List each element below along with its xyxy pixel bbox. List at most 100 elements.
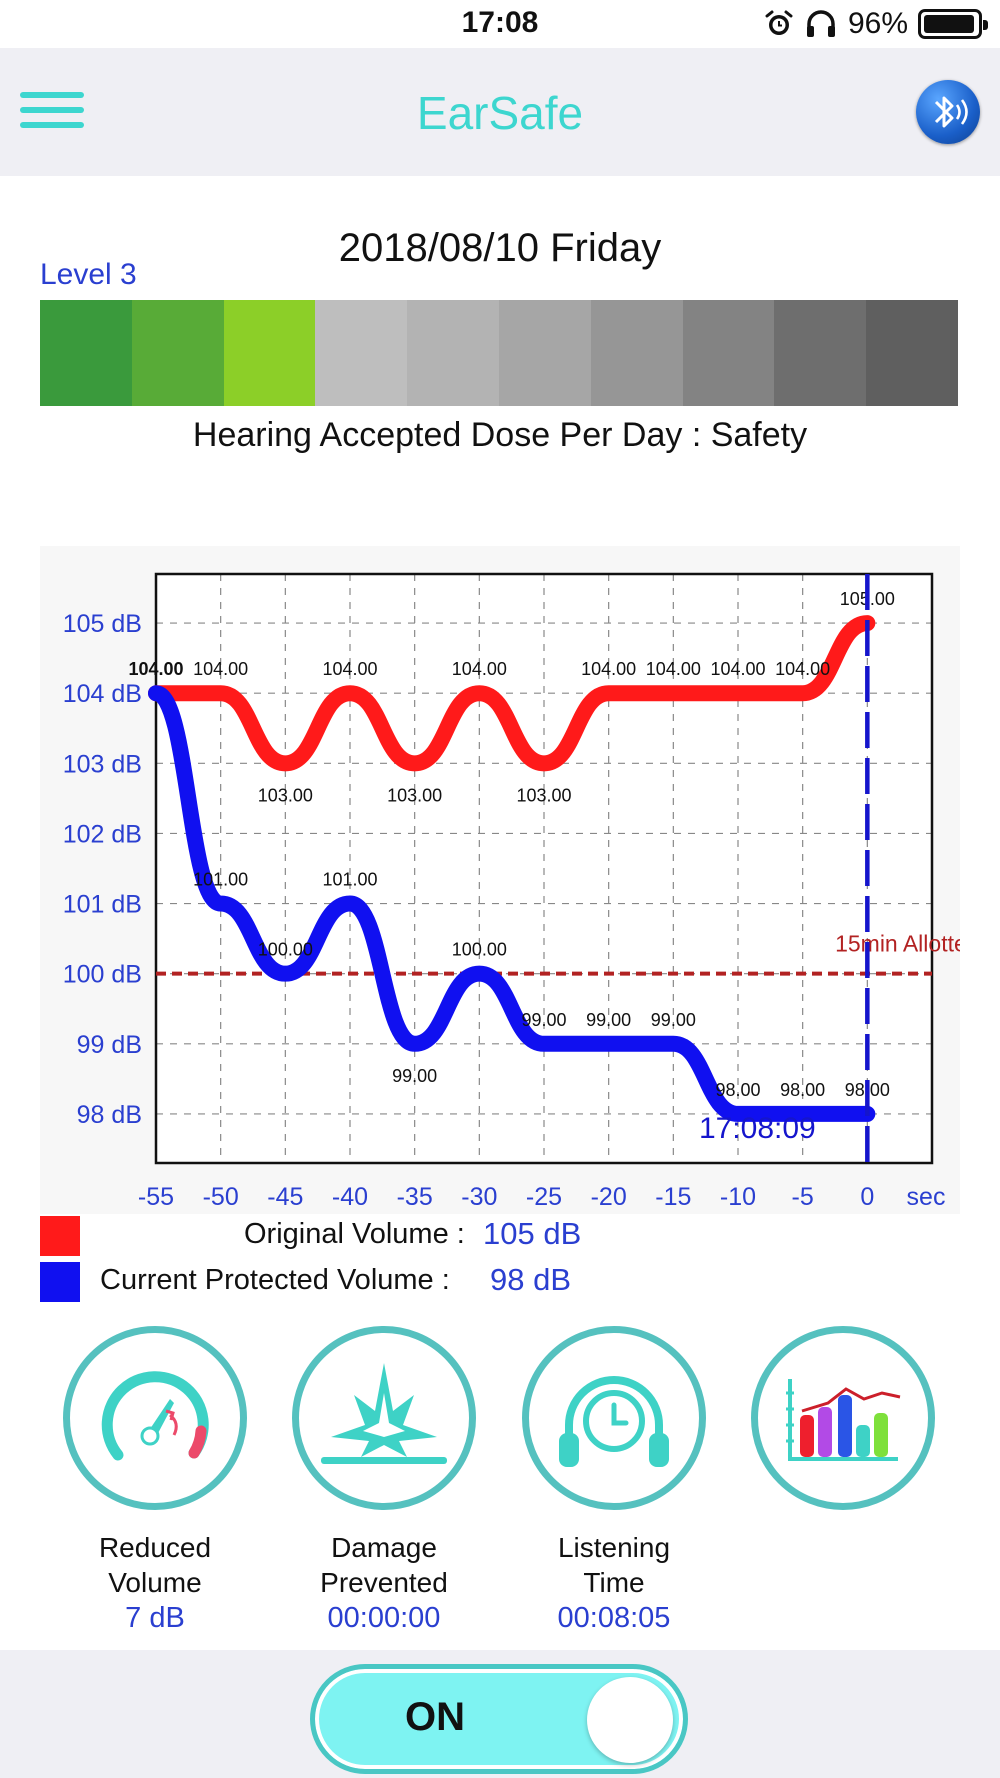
level-segment	[498, 300, 591, 406]
data-label: 100.00	[452, 940, 507, 960]
legend-protected: Current Protected Volume : 98 dB	[40, 1262, 960, 1302]
level-segment	[223, 300, 316, 406]
x-tick-label: -15	[655, 1183, 691, 1211]
bluetooth-button[interactable]	[916, 80, 980, 144]
y-tick-label: 104 dB	[63, 680, 142, 708]
legend-original: Original Volume : 105 dB	[40, 1216, 960, 1256]
data-label: 99.00	[586, 1010, 631, 1030]
y-tick-label: 100 dB	[63, 961, 142, 989]
level-label: Level 3	[40, 258, 137, 291]
plot-frame	[154, 572, 934, 1165]
stat-listening-time: Listening Time 00:08:05	[522, 1326, 706, 1635]
status-icons: 96%	[764, 6, 988, 42]
volume-chart: 98 dB 99 dB 100 dB 101 dB 102 dB 103 dB 104 dB…	[40, 546, 960, 1214]
reduced-volume-value: 7 dB	[125, 1602, 185, 1634]
level-segment	[774, 300, 867, 406]
y-tick-label: 98 dB	[77, 1101, 142, 1129]
data-label: 104.00	[322, 659, 377, 679]
level-segment	[131, 300, 224, 406]
x-tick-label: -20	[591, 1183, 627, 1211]
x-tick-label: -45	[267, 1183, 303, 1211]
data-label: 104.00	[452, 659, 507, 679]
stat-label-line1: Damage	[331, 1532, 437, 1563]
headphones-clock-icon	[559, 1376, 669, 1467]
level-segment	[407, 300, 499, 406]
x-tick-label: -30	[461, 1183, 497, 1211]
data-label: 98.00	[715, 1080, 760, 1100]
app-title: EarSafe	[416, 87, 584, 139]
data-label: 101.00	[322, 870, 377, 890]
date-title: 2018/08/10 Friday	[338, 226, 662, 270]
stat-label-line1: Listening	[557, 1532, 671, 1563]
x-tick-label: -5	[792, 1183, 814, 1211]
data-label: 104.00	[128, 659, 183, 679]
y-tick-label: 99 dB	[77, 1031, 142, 1059]
x-tick-label: -40	[332, 1183, 368, 1211]
stat-label-line2: Prevented	[320, 1567, 448, 1598]
headphones-icon	[806, 10, 835, 37]
stat-label-line2: Time	[583, 1567, 645, 1598]
legend-swatch-original	[40, 1216, 80, 1256]
data-label: 104.00	[193, 659, 248, 679]
threshold-label: 15min Allotted	[835, 931, 960, 957]
x-tick-label: 0	[860, 1183, 874, 1211]
level-segment	[315, 300, 408, 406]
listening-time-button[interactable]	[522, 1326, 706, 1510]
data-label: 104.00	[710, 659, 765, 679]
y-tick-label: 105 dB	[63, 610, 142, 638]
damage-prevented-button[interactable]	[292, 1326, 476, 1510]
damage-prevented-value: 00:00:00	[327, 1602, 441, 1634]
level-segment	[40, 300, 132, 406]
stat-reduced-volume: Reduced Volume 7 dB	[63, 1326, 247, 1635]
hamburger-menu-icon[interactable]	[20, 92, 84, 132]
alarm-icon	[765, 10, 793, 35]
data-label: 103.00	[387, 785, 442, 805]
status-time: 17:08	[461, 6, 539, 39]
y-tick-label: 103 dB	[63, 750, 142, 778]
dose-level-bar	[40, 300, 958, 406]
current-time-label: 17:08:09	[699, 1112, 816, 1145]
battery-percentage: 96%	[847, 7, 908, 40]
data-label: 100.00	[258, 940, 313, 960]
stat-damage-prevented: Damage Prevented 00:00:00	[292, 1326, 476, 1635]
y-tick-label: 101 dB	[63, 891, 142, 919]
data-label: 104.00	[646, 659, 701, 679]
status-bar: 17:08 96%	[0, 0, 1000, 48]
toggle-label: ON	[405, 1695, 465, 1739]
x-tick-label: -55	[138, 1183, 174, 1211]
x-tick-label: -10	[720, 1183, 756, 1211]
speedometer-icon	[101, 1371, 209, 1461]
protection-toggle[interactable]: ON	[310, 1664, 688, 1774]
x-tick-label: sec	[907, 1183, 946, 1211]
legend-swatch-protected	[40, 1262, 80, 1302]
toggle-knob[interactable]	[587, 1677, 673, 1763]
bottom-bar: ON	[0, 1650, 1000, 1778]
x-tick-label: -25	[526, 1183, 562, 1211]
y-tick-label: 102 dB	[63, 820, 142, 848]
legend-value-protected: 98 dB	[490, 1262, 572, 1297]
reduced-volume-button[interactable]	[63, 1326, 247, 1510]
legend-value-original: 105 dB	[483, 1216, 582, 1251]
listening-time-value: 00:08:05	[557, 1602, 671, 1634]
data-label: 103.00	[516, 785, 571, 805]
nav-bar: EarSafe	[0, 48, 1000, 176]
volume-chart-svg: 98 dB 99 dB 100 dB 101 dB 102 dB 103 dB 104 dB…	[63, 572, 960, 1211]
original-volume-line	[148, 615, 876, 772]
protected-volume-line	[148, 685, 876, 1122]
statistics-button[interactable]	[751, 1326, 935, 1510]
explosion-icon	[321, 1363, 447, 1464]
x-tick-label: -35	[397, 1183, 433, 1211]
bluetooth-audio-icon	[934, 96, 968, 128]
battery-icon	[918, 9, 988, 39]
data-label: 101.00	[193, 870, 248, 890]
data-label: 99.00	[651, 1010, 696, 1030]
data-label: 104.00	[775, 659, 830, 679]
level-segment	[866, 300, 958, 406]
data-label: 98.00	[780, 1080, 825, 1100]
legend-label-original: Original Volume :	[244, 1218, 465, 1250]
statistics-chart-icon	[786, 1379, 901, 1461]
data-label: 99.00	[521, 1010, 566, 1030]
data-label: 104.00	[581, 659, 636, 679]
dose-status-text: Hearing Accepted Dose Per Day : Safety	[192, 416, 808, 454]
stat-label-line2: Volume	[108, 1567, 202, 1598]
